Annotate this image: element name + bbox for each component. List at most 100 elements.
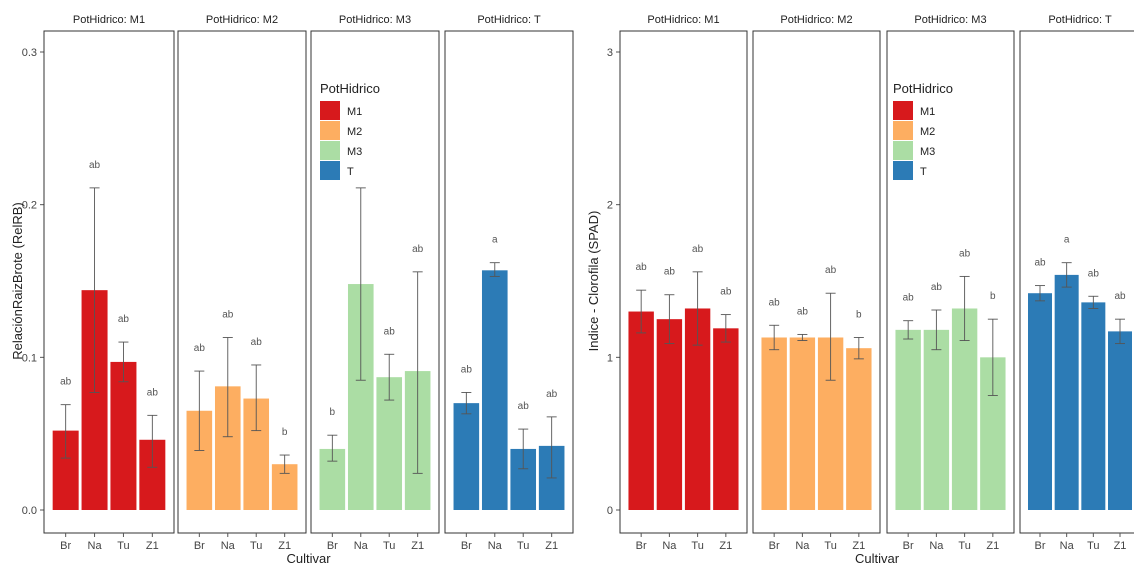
legend-item-label: T — [920, 166, 927, 178]
x-tick-label: Tu — [824, 540, 836, 552]
bar — [110, 361, 137, 510]
significance-letter: ab — [412, 244, 424, 255]
facet-strip-label: PotHidrico: M1 — [647, 14, 719, 26]
x-tick-label: Tu — [691, 540, 703, 552]
legend-swatch — [320, 141, 340, 160]
x-tick-label: Na — [1060, 540, 1075, 552]
x-tick-label: Na — [929, 540, 944, 552]
chart-1: 0.0 0.1 0.2 0.3 RelaciónRaizBrote (RelRB) Pot… — [10, 14, 574, 566]
significance-letter: ab — [89, 160, 101, 171]
significance-letter: ab — [797, 306, 809, 317]
x-tick-label: Br — [636, 540, 647, 552]
y-tick-label: 0.0 — [22, 505, 37, 517]
facet-panel — [444, 30, 574, 534]
x-tick-label: Br — [461, 540, 472, 552]
bar — [1081, 302, 1106, 510]
x-tick-label: Br — [327, 540, 338, 552]
significance-letter: ab — [384, 326, 396, 337]
legend-item-label: M1 — [347, 106, 362, 118]
significance-letter: ab — [546, 389, 558, 400]
x-tick-label: Z1 — [719, 540, 732, 552]
facet-strip-label: PotHidrico: M3 — [914, 14, 986, 26]
significance-letter: ab — [769, 297, 781, 308]
x-tick-label: Tu — [117, 540, 129, 552]
y-tick-label: 0.1 — [22, 352, 37, 364]
bar — [846, 348, 872, 510]
facet-strip-label: PotHidrico: M2 — [206, 14, 278, 26]
significance-letter: ab — [1114, 291, 1126, 302]
y-tick-label: 1 — [607, 352, 613, 364]
x-tick-label: Br — [194, 540, 205, 552]
x-tick-label: Br — [903, 540, 914, 552]
chart-body: PotHidrico: M1 ab Br ab Na ab Tu ab Z1 PotHidrico… — [43, 14, 574, 552]
legend-swatch — [893, 141, 913, 160]
significance-letter: ab — [222, 309, 234, 320]
legend-swatch — [893, 121, 913, 140]
x-tick-label: Tu — [1087, 540, 1099, 552]
significance-letter: b — [856, 309, 862, 320]
significance-letter: ab — [147, 387, 159, 398]
bar — [656, 319, 683, 510]
facet-panel — [886, 30, 1015, 534]
bar — [951, 308, 978, 510]
x-tick-label: Z1 — [146, 540, 159, 552]
facet-panel — [43, 30, 175, 534]
x-tick-label: Tu — [250, 540, 262, 552]
legend: PotHidrico M1 M2 M3 T — [315, 73, 407, 183]
facet-strip-label: PotHidrico: T — [1048, 14, 1112, 26]
significance-letter: ab — [251, 337, 263, 348]
legend-title: PotHidrico — [893, 81, 953, 96]
legend-item-label: M1 — [920, 106, 935, 118]
significance-letter: ab — [60, 377, 72, 388]
legend-item-label: M3 — [347, 146, 362, 158]
bar — [923, 329, 950, 510]
y-axis-label: Indice - Clorofila (SPAD) — [586, 211, 601, 352]
bar — [713, 328, 739, 510]
facet-panel — [1019, 30, 1134, 534]
x-tick-label: Br — [60, 540, 71, 552]
facet-strip-label: PotHidrico: T — [477, 14, 541, 26]
x-tick-label: Na — [221, 540, 236, 552]
facet-strip-label: PotHidrico: M1 — [73, 14, 145, 26]
y-tick-label: 0.2 — [22, 200, 37, 212]
significance-letter: ab — [720, 287, 732, 298]
facet-panel — [177, 30, 307, 534]
x-tick-label: Na — [488, 540, 503, 552]
x-tick-label: Tu — [383, 540, 395, 552]
x-tick-label: Na — [88, 540, 103, 552]
legend-item-label: M2 — [347, 126, 362, 138]
x-tick-label: Na — [662, 540, 677, 552]
facet-panel — [619, 30, 748, 534]
significance-letter: ab — [518, 401, 530, 412]
legend-swatch — [320, 101, 340, 120]
x-tick-label: Z1 — [278, 540, 291, 552]
bar — [453, 403, 480, 510]
y-axis-label: RelaciónRaizBrote (RelRB) — [10, 202, 25, 360]
legend-item-label: M2 — [920, 126, 935, 138]
facet-strip-label: PotHidrico: M3 — [339, 14, 411, 26]
significance-letter: ab — [931, 282, 943, 293]
significance-letter: ab — [959, 248, 971, 259]
y-tick-label: 2 — [607, 200, 613, 212]
bar — [628, 311, 654, 510]
significance-letter: ab — [118, 314, 130, 325]
significance-letter: b — [990, 291, 996, 302]
x-tick-label: Tu — [517, 540, 529, 552]
facet-panel — [752, 30, 881, 534]
x-tick-label: Na — [354, 540, 369, 552]
x-tick-label: Z1 — [986, 540, 999, 552]
x-tick-label: Z1 — [545, 540, 558, 552]
bar — [761, 337, 787, 510]
chart-body: PotHidrico: M1 ab Br ab Na ab Tu ab Z1 PotHidrico… — [619, 14, 1134, 552]
facet-strip-label: PotHidrico: M2 — [780, 14, 852, 26]
x-tick-label: Br — [1035, 540, 1046, 552]
legend-title: PotHidrico — [320, 81, 380, 96]
facet-panel — [310, 30, 440, 534]
significance-letter: ab — [461, 364, 473, 375]
significance-letter: ab — [194, 343, 206, 354]
bar — [895, 329, 921, 510]
legend-swatch — [893, 101, 913, 120]
bar — [1054, 274, 1079, 510]
x-tick-label: Z1 — [1114, 540, 1127, 552]
